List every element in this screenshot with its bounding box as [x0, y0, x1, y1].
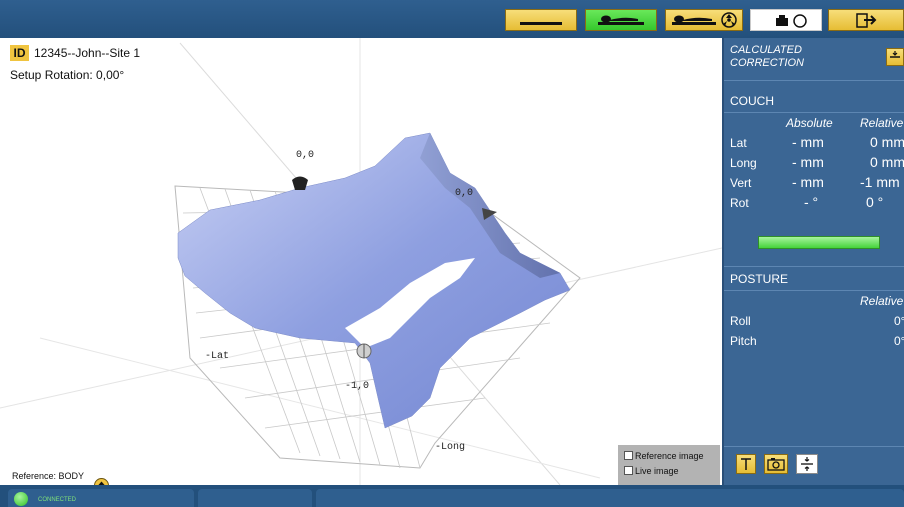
- split-view-button[interactable]: [796, 454, 818, 474]
- col-relative: Relative: [860, 116, 904, 130]
- row-absolute: - mm: [792, 154, 824, 170]
- posture-row-label: Roll: [730, 314, 751, 328]
- row-label: Long: [730, 156, 757, 170]
- reference-image-toggle[interactable]: Reference image: [624, 451, 704, 461]
- t-shape-icon: [741, 458, 751, 470]
- exit-icon: [856, 13, 877, 28]
- patient-lying-icon: [598, 15, 644, 25]
- posture-section-title: POSTURE: [730, 272, 789, 286]
- posture-row-relative: 0°: [894, 314, 904, 328]
- tolerance-bar: [758, 236, 880, 249]
- top-toolbar: [0, 0, 904, 38]
- reference-label: Reference: BODY: [12, 471, 85, 481]
- checkbox-icon: [624, 451, 633, 460]
- surface-3d-view[interactable]: 0,0 0,0 -Lat -1,0 -Long: [0, 38, 722, 485]
- id-badge: ID: [10, 45, 29, 61]
- row-absolute: - mm: [792, 174, 824, 190]
- correction-panel: CALCULATED CORRECTION COUCH Absolute Rel…: [722, 38, 904, 485]
- split-icon: [890, 51, 900, 58]
- connected-led-icon: [14, 492, 28, 506]
- row-relative: -1 mm: [860, 174, 900, 190]
- panel-title-line2: CORRECTION: [730, 57, 804, 69]
- row-relative: 0 °: [866, 194, 884, 210]
- setup-rotation: Setup Rotation: 0,00°: [10, 68, 125, 82]
- status-segment-2: [198, 489, 312, 507]
- live-image-toggle[interactable]: Live image: [624, 466, 679, 476]
- col-absolute: Absolute: [786, 116, 833, 130]
- posture-col-relative: Relative: [860, 294, 904, 308]
- status-segment-3: [316, 489, 904, 507]
- row-label: Lat: [730, 136, 747, 150]
- row-label: Vert: [730, 176, 752, 190]
- patient-radiation-button[interactable]: [665, 9, 743, 31]
- split-icon: [801, 457, 813, 471]
- patient-setup-button[interactable]: [585, 9, 657, 31]
- connected-text: CONNECTED: [38, 497, 77, 503]
- row-relative: 0 mm: [870, 154, 904, 170]
- row-relative: 0 mm: [870, 134, 904, 150]
- capture-button[interactable]: [764, 454, 788, 474]
- row-absolute: - mm: [792, 134, 824, 150]
- printer-record-icon: [776, 14, 807, 28]
- couch-flat-button[interactable]: [505, 9, 577, 31]
- surface-mesh: [177, 132, 571, 429]
- couch-section-title: COUCH: [730, 94, 774, 108]
- checkbox-icon: [624, 466, 633, 475]
- tpose-button[interactable]: [736, 454, 756, 474]
- axis-label-neg-lat: -Lat: [205, 351, 229, 362]
- row-absolute: - °: [804, 194, 819, 210]
- axis-label-origin-top: 0,0: [296, 150, 314, 161]
- couch-flat-icon: [520, 22, 562, 25]
- panel-title: CALCULATED: [730, 44, 802, 56]
- patient-id: 12345--John--Site 1: [34, 46, 141, 60]
- record-button[interactable]: [750, 9, 822, 31]
- axis-label-neg-long: -Long: [435, 442, 465, 453]
- posture-row-relative: 0°: [894, 334, 904, 348]
- collapse-button[interactable]: [886, 48, 904, 66]
- row-label: Rot: [730, 196, 749, 210]
- patient-radiation-icon: [672, 12, 737, 28]
- image-toggle-overlay: Reference image Live image: [618, 445, 720, 485]
- connection-status: CONNECTED: [8, 489, 194, 507]
- exit-button[interactable]: [828, 9, 904, 31]
- axis-label-neg-one: -1,0: [345, 381, 369, 392]
- camera-icon: [767, 458, 785, 471]
- axis-label-origin-right: 0,0: [455, 188, 473, 199]
- posture-row-label: Pitch: [730, 334, 757, 348]
